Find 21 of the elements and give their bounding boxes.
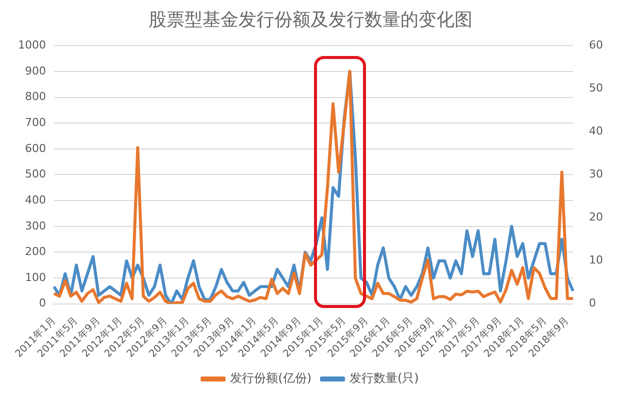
y2-tick-label: 40 <box>589 124 604 138</box>
y-tick-label: 1000 <box>18 38 46 52</box>
y-tick-label: 0 <box>38 296 46 310</box>
y-tick-label: 100 <box>24 270 46 284</box>
y2-tick-label: 60 <box>589 38 604 52</box>
legend-label: 发行份额(亿份) <box>230 371 312 386</box>
y2-tick-label: 10 <box>589 254 604 267</box>
legend-label: 发行数量(只) <box>350 371 419 386</box>
y-tick-label: 900 <box>24 64 46 78</box>
y-tick-label: 400 <box>24 193 46 206</box>
y2-tick-label: 20 <box>589 210 604 224</box>
y-tick-label: 700 <box>24 116 46 129</box>
y-tick-label: 200 <box>24 245 46 258</box>
y2-tick-label: 30 <box>589 168 604 181</box>
y-tick-label: 500 <box>24 168 46 181</box>
y-tick-label: 300 <box>24 219 46 232</box>
y-tick-label: 800 <box>24 90 46 104</box>
y-tick-label: 600 <box>24 142 46 155</box>
y2-tick-label: 50 <box>589 82 604 95</box>
chart-title: 股票型基金发行份额及发行数量的变化图 <box>148 9 472 30</box>
y2-tick-label: 0 <box>589 296 596 310</box>
